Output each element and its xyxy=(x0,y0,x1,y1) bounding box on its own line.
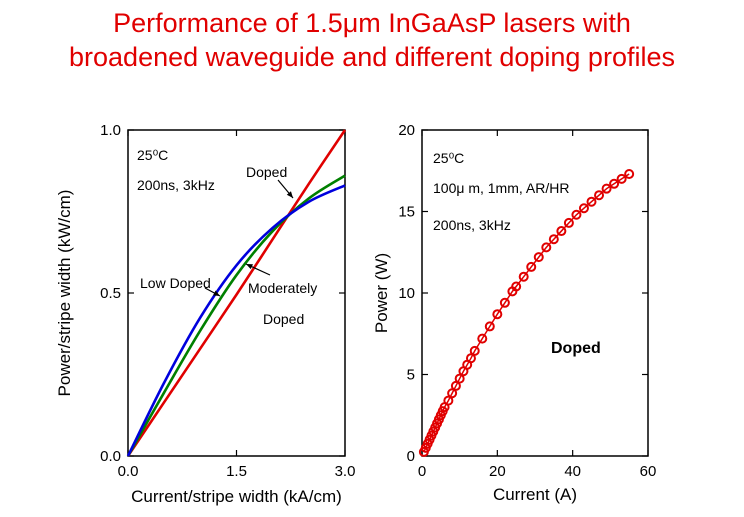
left-curve-label: Doped xyxy=(246,164,287,180)
left-x-tick-label: 3.0 xyxy=(335,463,356,480)
left-x-axis-label: Current/stripe width (kA/cm) xyxy=(131,487,342,506)
right-data-point xyxy=(511,281,522,292)
title-line-1: Performance of 1.5μm InGaAsP lasers with xyxy=(113,8,631,38)
right-data-point xyxy=(443,395,454,406)
right-data-point xyxy=(601,183,612,194)
right-y-tick-label: 20 xyxy=(398,122,415,139)
right-data-point xyxy=(526,261,537,272)
right-y-tick-label: 5 xyxy=(407,367,415,384)
right-data-point xyxy=(571,209,582,220)
right-data-point xyxy=(586,196,597,207)
left-x-tick-label: 1.5 xyxy=(226,463,247,480)
right-data-point xyxy=(556,226,567,237)
right-series-connector-line xyxy=(423,173,630,453)
right-data-point xyxy=(492,309,503,320)
right-data-point xyxy=(465,353,476,364)
left-label-arrowhead xyxy=(286,191,293,198)
left-series-moderately-doped-line xyxy=(126,174,346,457)
left-y-tick-label: 0.0 xyxy=(100,448,121,465)
left-y-tick-label: 0.5 xyxy=(100,285,121,302)
left-x-tick-label: 0.0 xyxy=(118,463,139,480)
right-annotation: 100μ m, 1mm, AR/HR xyxy=(433,180,569,196)
right-data-point xyxy=(447,388,458,399)
right-data-point xyxy=(450,380,461,391)
right-y-tick-label: 15 xyxy=(398,204,415,221)
right-curve-label: Doped xyxy=(551,340,601,357)
right-data-point xyxy=(499,297,510,308)
left-curve-label: Low Doped xyxy=(140,275,211,291)
right-data-point xyxy=(454,373,465,384)
right-y-axis-label: Power (W) xyxy=(372,253,391,333)
left-curve-label: Moderately xyxy=(248,280,317,296)
right-data-point xyxy=(594,190,605,201)
right-x-tick-label: 20 xyxy=(489,463,506,480)
right-annotation: 200ns, 3kHz xyxy=(433,217,511,233)
right-data-point xyxy=(533,252,544,263)
right-data-point xyxy=(578,203,589,214)
right-x-tick-label: 60 xyxy=(640,463,657,480)
title-line-2: broadened waveguide and different doping… xyxy=(69,42,675,72)
right-data-point xyxy=(624,169,635,180)
left-label-arrowhead xyxy=(246,264,253,270)
left-series-low-doped-line xyxy=(126,184,346,457)
left-y-axis-label: Power/stripe width (kW/cm) xyxy=(55,190,74,397)
right-y-tick-label: 0 xyxy=(407,448,415,465)
right-data-point xyxy=(484,321,495,332)
left-y-tick-label: 1.0 xyxy=(100,122,121,139)
left-annotation: 25⁰C xyxy=(137,147,168,163)
right-data-point xyxy=(616,173,627,184)
left-series-doped-line xyxy=(126,129,347,457)
right-x-axis-label: Current (A) xyxy=(493,485,577,504)
right-data-point xyxy=(541,242,552,253)
right-data-point xyxy=(518,271,529,282)
right-annotation: 25⁰C xyxy=(433,150,464,166)
left-curve-label: Doped xyxy=(263,311,304,327)
right-data-point xyxy=(477,333,488,344)
left-label-arrowhead xyxy=(213,290,220,296)
right-x-tick-label: 40 xyxy=(564,463,581,480)
right-data-point xyxy=(548,234,559,245)
right-data-point xyxy=(609,178,620,189)
right-x-tick-label: 0 xyxy=(418,463,426,480)
right-data-point xyxy=(469,345,480,356)
right-data-point xyxy=(563,217,574,228)
right-y-tick-label: 10 xyxy=(398,285,415,302)
left-annotation: 200ns, 3kHz xyxy=(137,177,215,193)
